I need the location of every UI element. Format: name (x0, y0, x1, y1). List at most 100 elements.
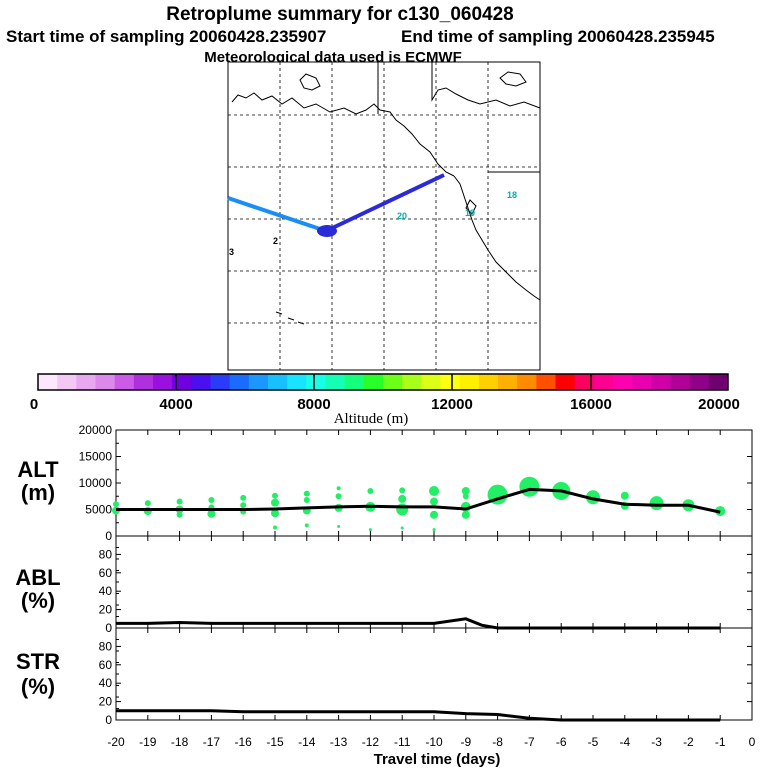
trajectory-older-segment (227, 196, 327, 233)
alt-plume-point (113, 501, 119, 508)
abl-ytick-label: 0 (105, 621, 112, 635)
colorbar-swatch (95, 374, 116, 390)
colorbar-swatch (363, 374, 384, 390)
abl-ytick-label: 20 (99, 603, 113, 617)
x-tick-label: -1 (715, 735, 726, 749)
alt-plume-point (336, 486, 341, 491)
alt-ytick-label: 20000 (79, 423, 113, 437)
day-markers: 18 19 20 2 3 (229, 190, 517, 257)
alt-plume-point (432, 528, 436, 532)
x-tick-label: -13 (330, 735, 348, 749)
colorbar-tick-12000: 12000 (431, 396, 473, 413)
x-tick-label: -17 (203, 735, 221, 749)
alt-plume-point (273, 525, 277, 530)
colorbar-swatch (593, 374, 614, 390)
abl-axis-label-line2: (%) (21, 588, 55, 613)
colorbar-swatch (517, 374, 537, 390)
start-time-label: Start time of sampling 20060428.235907 (6, 27, 326, 46)
alt-axis-label-line1: ALT (17, 457, 59, 482)
map-frame (227, 61, 541, 371)
day-marker-3: 3 (229, 247, 234, 257)
alt-plume-point (461, 510, 470, 519)
str-ytick-label: 0 (105, 713, 112, 727)
map-coastlines (231, 62, 541, 325)
colorbar-label: Altitude (m) (334, 411, 409, 427)
alt-plume-point (240, 494, 247, 501)
alt-plume-point (303, 490, 310, 497)
alt-plume-point (462, 493, 469, 500)
x-tick-label: -11 (394, 735, 411, 749)
str-series-line (116, 709, 721, 722)
alt-plume-point (208, 496, 215, 503)
abl-ytick-label: 60 (99, 566, 113, 580)
alt-panel: ALT (m) 0 5000 10000 15000 20000 (17, 423, 753, 543)
x-tick-label: -8 (492, 735, 503, 749)
colorbar-swatch (191, 374, 211, 390)
trajectory-paths (227, 173, 445, 237)
alt-plume-point (271, 498, 279, 507)
colorbar-swatch (670, 374, 691, 390)
trajectory-release-cluster (317, 225, 337, 237)
alt-plume-point (368, 528, 372, 532)
abl-axis-label-line1: ABL (15, 565, 60, 590)
alt-plume-point (144, 500, 151, 507)
abl-ytick-label: 80 (99, 547, 113, 561)
alt-plume-point (429, 485, 439, 496)
str-axis-label-line2: (%) (21, 674, 55, 699)
alt-ytick-label: 15000 (79, 450, 113, 464)
colorbar-swatch (651, 374, 671, 390)
alt-ytick-label: 5000 (85, 503, 112, 517)
alt-plot-frame (115, 429, 753, 537)
colorbar-swatch (689, 374, 710, 390)
alt-plume-point (430, 497, 438, 506)
alt-plume-point (396, 503, 409, 516)
alt-plume-point (519, 476, 540, 497)
trajectory-recent-segment (325, 173, 445, 233)
alt-ytick-label: 0 (105, 529, 112, 543)
x-tick-label: -12 (362, 735, 380, 749)
day-marker-18: 18 (507, 190, 517, 200)
x-tick-label: -16 (235, 735, 253, 749)
abl-plot-frame (115, 535, 753, 629)
colorbar-tick-0: 0 (30, 396, 38, 413)
alt-plume-point (176, 511, 183, 518)
str-ytick-label: 40 (99, 676, 113, 690)
str-ytick-label: 20 (99, 695, 113, 709)
x-tick-label: -7 (524, 735, 535, 749)
colorbar-swatch (210, 374, 231, 390)
colorbar-swatch (402, 374, 422, 390)
x-tick-label: -10 (425, 735, 443, 749)
colorbar-tick-16000: 16000 (570, 396, 612, 413)
colorbar-swatch (248, 374, 269, 390)
day-marker-2: 2 (273, 236, 278, 246)
colorbar-swatch (498, 374, 518, 390)
alt-plume-point (398, 494, 407, 503)
alt-plume-point (335, 493, 342, 500)
colorbar-swatch (229, 374, 250, 390)
alt-plume-point (303, 496, 310, 503)
alt-plume-point (272, 492, 278, 499)
colorbar-tick-4000: 4000 (159, 396, 192, 413)
colorbar-swatch (76, 374, 96, 390)
altitude-colorbar (37, 373, 729, 391)
alt-plume-point (304, 523, 309, 528)
x-tick-label: 0 (749, 735, 756, 749)
colorbar-swatch (114, 374, 135, 390)
abl-series-line (116, 617, 721, 630)
end-time-label: End time of sampling 20060428.235945 (401, 27, 715, 46)
colorbar-swatch (459, 374, 480, 390)
x-tick-label: -6 (556, 735, 567, 749)
x-tick-label: -5 (588, 735, 599, 749)
alt-median-line (116, 487, 721, 514)
str-ytick-label: 60 (99, 658, 113, 672)
trajectory-map: 18 19 20 2 3 (227, 61, 541, 371)
alt-plume-point (430, 510, 438, 519)
x-tick-label: -14 (298, 735, 316, 749)
colorbar-swatch (478, 374, 499, 390)
abl-ytick-label: 40 (99, 584, 113, 598)
colorbar-swatch (57, 374, 77, 390)
colorbar-swatch (421, 374, 441, 390)
colorbar-swatch (344, 374, 365, 390)
